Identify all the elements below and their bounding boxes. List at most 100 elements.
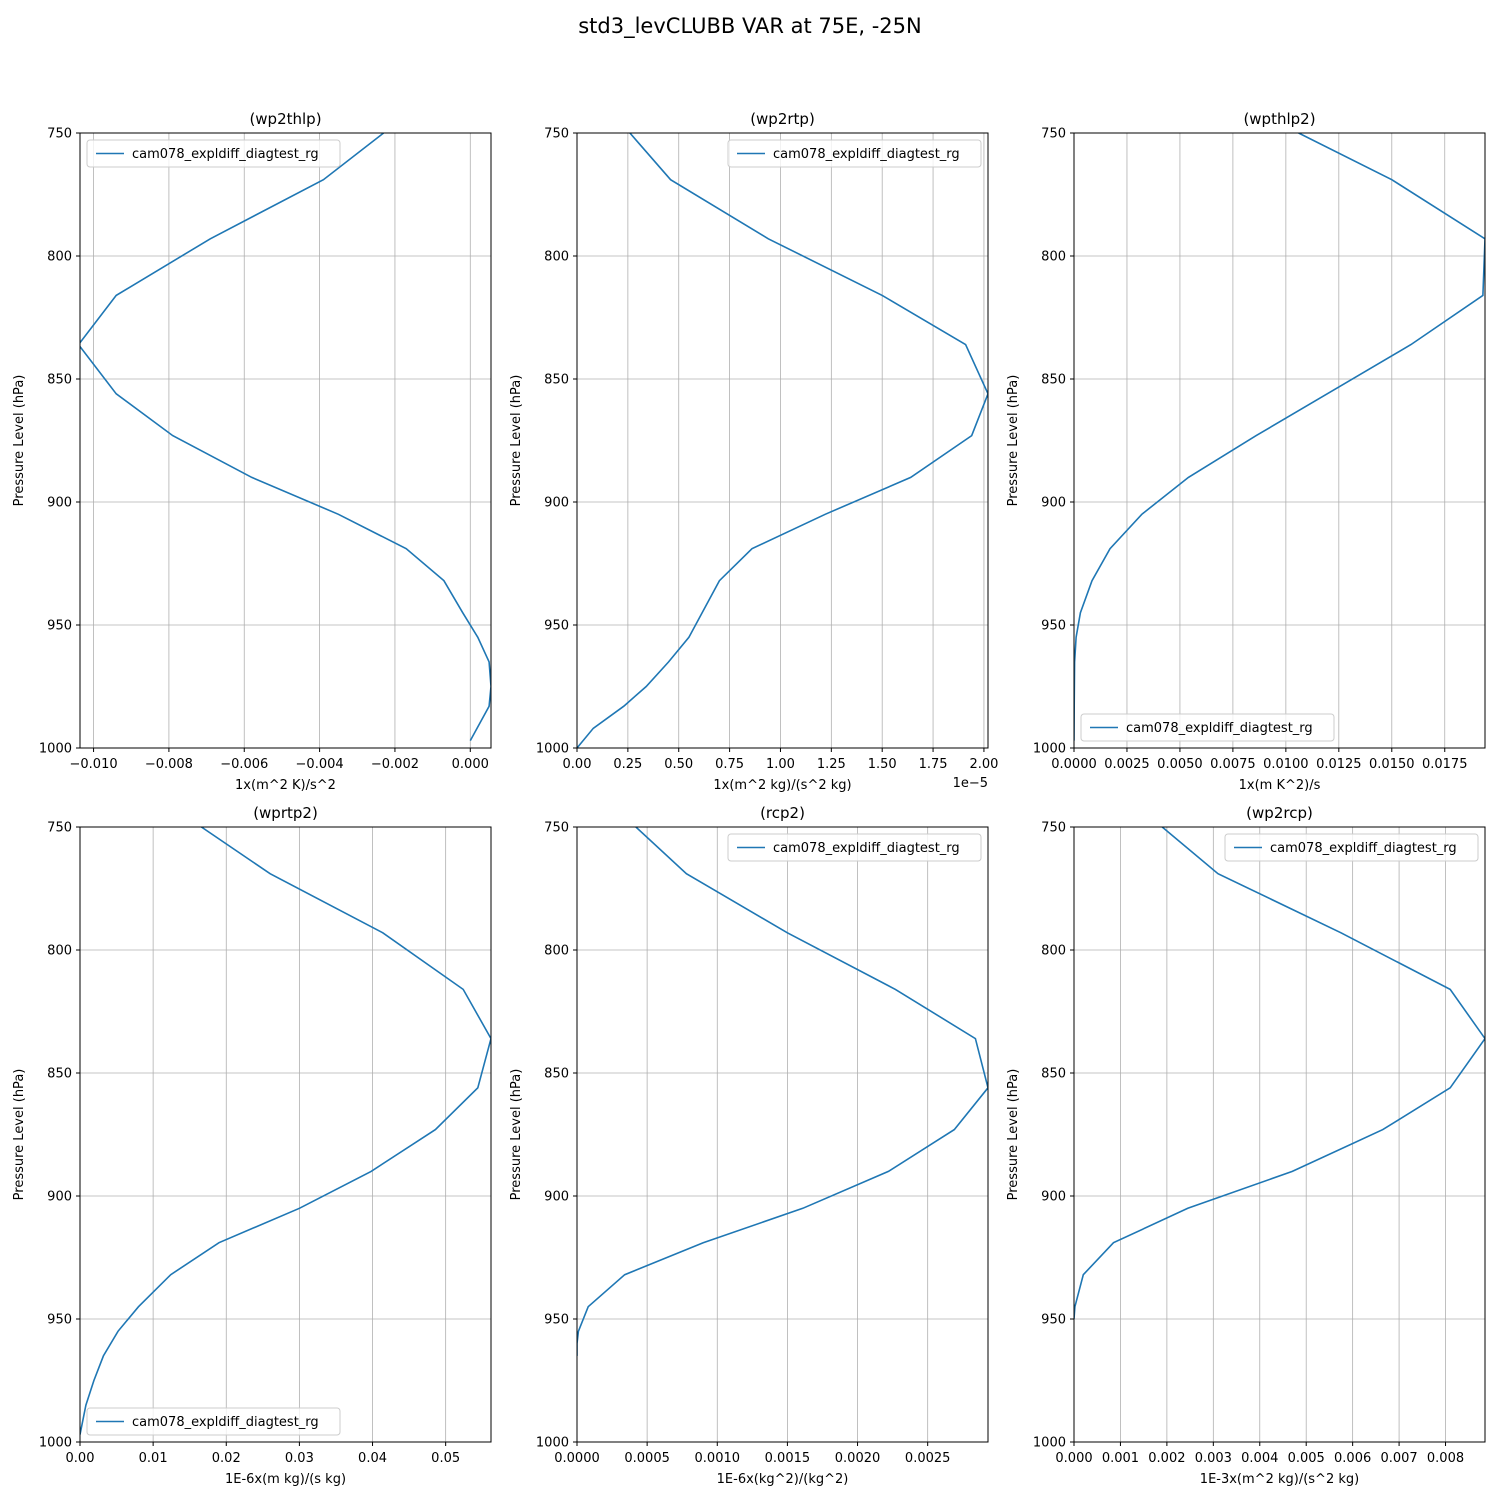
x-tick-label: 0.000: [1055, 1451, 1092, 1466]
legend-box: [1080, 713, 1335, 742]
x-tick-label: 0.0150: [1369, 757, 1415, 772]
x-tick-label: 0.50: [664, 757, 693, 772]
axes-frame: [576, 132, 989, 749]
x-tick-label: 0.008: [1427, 1451, 1464, 1466]
x-tick-label: 0.25: [613, 757, 642, 772]
y-tick-label: 750: [1041, 127, 1066, 142]
y-tick-label: 900: [1041, 496, 1066, 511]
legend: cam078_expldiff_diagtest_rg: [727, 833, 982, 862]
x-tick-label: 0.05: [431, 1451, 460, 1466]
x-tick-label: 0.002: [1148, 1451, 1185, 1466]
subplot-title: (wp2thlp): [249, 110, 321, 128]
x-tick-label: 1.00: [766, 757, 795, 772]
y-tick-label: 900: [544, 1190, 569, 1205]
y-tick-label: 900: [47, 496, 72, 511]
axes-frame: [1073, 826, 1486, 1443]
y-tick-label: 1000: [536, 1436, 569, 1451]
axes-frame: [1073, 132, 1486, 749]
subplot-title: (rcp2): [760, 804, 805, 822]
x-tick-label: 0.0015: [765, 1451, 811, 1466]
y-tick-label: 900: [544, 496, 569, 511]
axes-frame: [576, 826, 989, 1443]
x-tick-label: 0.0010: [695, 1451, 741, 1466]
x-tick-label: 0.0175: [1422, 757, 1468, 772]
x-tick-label: 1.50: [868, 757, 897, 772]
x-tick-label: 0.006: [1334, 1451, 1371, 1466]
x-tick-label: 1.75: [919, 757, 948, 772]
y-tick-label: 950: [1041, 619, 1066, 634]
legend-box: [86, 139, 341, 168]
x-tick-label: 0.0100: [1263, 757, 1309, 772]
x-tick-label: 0.0025: [905, 1451, 951, 1466]
y-axis-label: Pressure Level (hPa): [12, 1069, 27, 1201]
y-tick-label: 800: [1041, 944, 1066, 959]
legend-entry: cam078_expldiff_diagtest_rg: [132, 1415, 319, 1430]
y-tick-label: 950: [1041, 1313, 1066, 1328]
y-tick-label: 850: [544, 373, 569, 388]
x-axis-label: 1x(m K^2)/s: [1239, 778, 1321, 793]
legend: cam078_expldiff_diagtest_rg: [727, 139, 982, 168]
y-tick-label: 800: [544, 250, 569, 265]
y-tick-label: 950: [47, 1313, 72, 1328]
x-axis-label: 1E-6x(m kg)/(s kg): [225, 1472, 346, 1487]
y-axis-label: Pressure Level (hPa): [1006, 375, 1021, 507]
x-tick-label: 0.75: [715, 757, 744, 772]
x-tick-label: 0.001: [1102, 1451, 1139, 1466]
y-tick-label: 750: [1041, 821, 1066, 836]
x-tick-label: −0.002: [371, 757, 419, 772]
legend-box: [727, 139, 982, 168]
x-tick-label: −0.004: [296, 757, 344, 772]
series-line-1: [577, 133, 988, 748]
subplot-4: 0.00 0.01 0.02 0.03 0.04 0.05 750 800 850 900 950 1…: [12, 804, 492, 1487]
legend-entry: cam078_expldiff_diagtest_rg: [1126, 721, 1313, 736]
x-tick-label: 0.0000: [554, 1451, 600, 1466]
x-tick-label: 1.25: [817, 757, 846, 772]
x-tick-label: 2.00: [969, 757, 998, 772]
legend-entry: cam078_expldiff_diagtest_rg: [773, 147, 960, 162]
y-tick-label: 750: [544, 821, 569, 836]
x-tick-label: 0.0005: [624, 1451, 670, 1466]
y-tick-label: 900: [47, 1190, 72, 1205]
x-tick-label: 0.00: [563, 757, 592, 772]
legend-entry: cam078_expldiff_diagtest_rg: [132, 147, 319, 162]
x-tick-label: 0.003: [1195, 1451, 1232, 1466]
legend-entry: cam078_expldiff_diagtest_rg: [773, 841, 960, 856]
x-tick-label: 0.0000: [1051, 757, 1097, 772]
x-axis-label: 1x(m^2 K)/s^2: [235, 778, 336, 793]
subplot-2: 0.00 0.25 0.50 0.75 1.00 1.25 1.50 1.75 2.00 750 8…: [509, 110, 998, 793]
x-tick-label: 0.01: [139, 1451, 168, 1466]
subplot-6: 0.000 0.001 0.002 0.003 0.004 0.005 0.006 0.007…: [1006, 804, 1486, 1487]
y-axis-label: Pressure Level (hPa): [509, 1069, 524, 1201]
y-tick-label: 1000: [39, 742, 72, 757]
subplot-title: (wprtp2): [253, 804, 318, 822]
y-tick-label: 900: [1041, 1190, 1066, 1205]
y-tick-label: 800: [1041, 250, 1066, 265]
y-tick-label: 1000: [1033, 742, 1066, 757]
series-line-1: [1074, 827, 1485, 1320]
x-tick-label: 0.02: [212, 1451, 241, 1466]
y-axis-label: Pressure Level (hPa): [12, 375, 27, 507]
subplot-title: (wp2rcp): [1246, 804, 1313, 822]
x-offset-label: 1e−5: [953, 776, 988, 791]
series-line-1: [80, 827, 491, 1435]
x-tick-label: 0.000: [452, 757, 489, 772]
y-tick-label: 1000: [536, 742, 569, 757]
y-tick-label: 950: [47, 619, 72, 634]
axes-frame: [79, 132, 492, 749]
y-tick-label: 750: [47, 821, 72, 836]
x-axis-label: 1E-3x(m^2 kg)/(s^2 kg): [1200, 1472, 1359, 1487]
figure-title: std3_levCLUBB VAR at 75E, -25N: [578, 14, 922, 38]
y-tick-label: 850: [47, 373, 72, 388]
x-tick-label: −0.008: [145, 757, 193, 772]
y-tick-label: 850: [47, 1067, 72, 1082]
subplot-title: (wp2rtp): [750, 110, 815, 128]
series-line-1: [80, 133, 491, 741]
subplot-title: (wpthlp2): [1243, 110, 1315, 128]
x-tick-label: 0.0020: [835, 1451, 881, 1466]
x-tick-label: 0.005: [1288, 1451, 1325, 1466]
x-tick-label: 0.03: [285, 1451, 314, 1466]
x-tick-label: 0.007: [1380, 1451, 1417, 1466]
x-tick-label: 0.04: [358, 1451, 387, 1466]
legend: cam078_expldiff_diagtest_rg: [1080, 713, 1335, 742]
